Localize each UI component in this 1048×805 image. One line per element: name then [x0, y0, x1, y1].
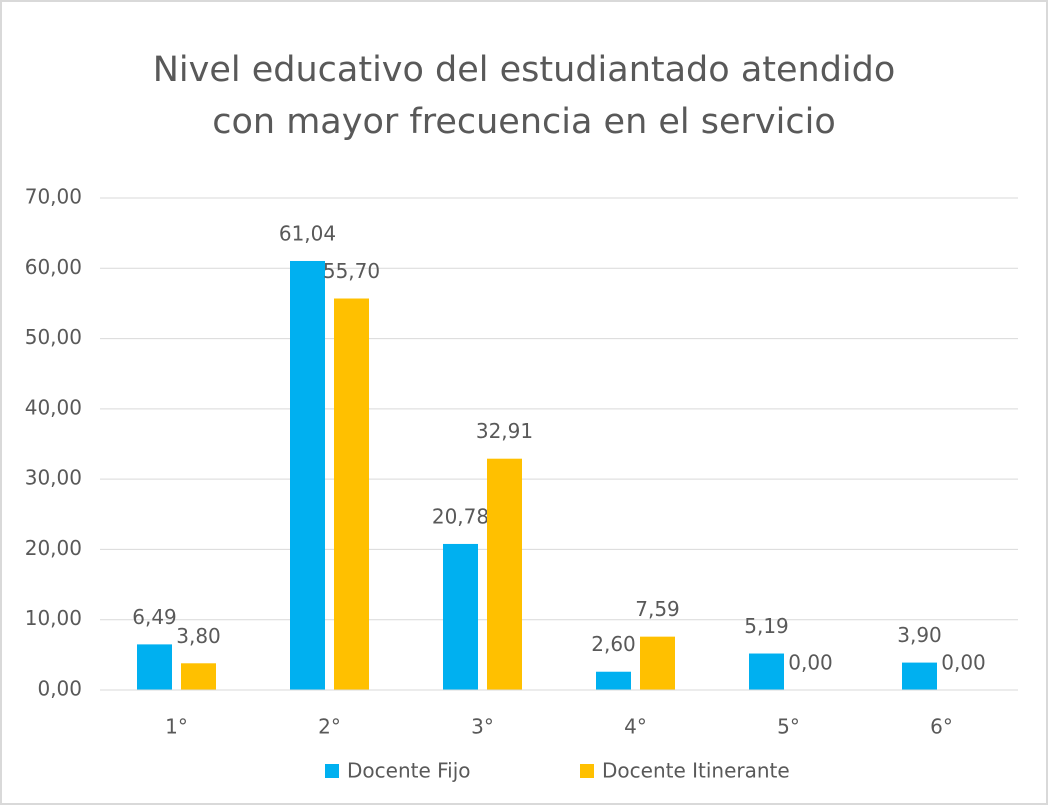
legend-label: Docente Fijo — [347, 759, 471, 783]
legend-swatch — [580, 764, 594, 778]
bar — [334, 298, 369, 690]
bar — [181, 663, 216, 690]
legend-swatch — [325, 764, 339, 778]
bar — [290, 260, 325, 690]
x-tick-label: 2° — [318, 715, 341, 739]
value-label: 61,04 — [279, 221, 336, 245]
value-label: 6,49 — [132, 605, 177, 629]
y-tick-label: 20,00 — [25, 536, 82, 560]
y-tick-label: 50,00 — [25, 325, 82, 349]
value-label: 0,00 — [941, 651, 986, 675]
value-label: 7,59 — [635, 597, 680, 621]
chart-title: Nivel educativo del estudiantado atendid… — [152, 50, 896, 142]
value-label: 5,19 — [744, 614, 789, 638]
value-label: 2,60 — [591, 632, 636, 656]
y-tick-label: 10,00 — [25, 606, 82, 630]
value-label: 32,91 — [476, 419, 533, 443]
x-tick-label: 6° — [930, 715, 953, 739]
value-label: 3,90 — [897, 623, 942, 647]
y-tick-label: 40,00 — [25, 395, 82, 419]
x-tick-label: 4° — [624, 715, 647, 739]
y-tick-label: 70,00 — [25, 185, 82, 209]
y-tick-label: 30,00 — [25, 466, 82, 490]
y-tick-label: 60,00 — [25, 255, 82, 279]
bar — [487, 458, 522, 690]
bar — [640, 636, 675, 690]
bar — [443, 543, 478, 690]
y-tick-label: 0,00 — [37, 677, 82, 701]
legend-label: Docente Itinerante — [602, 759, 790, 783]
value-label: 3,80 — [176, 624, 221, 648]
value-label: 55,70 — [323, 259, 380, 283]
value-label: 0,00 — [788, 651, 833, 675]
x-tick-label: 3° — [471, 715, 494, 739]
bar — [137, 644, 172, 690]
x-tick-label: 1° — [165, 715, 188, 739]
bar — [596, 671, 631, 690]
value-label: 20,78 — [432, 504, 489, 528]
bar — [749, 653, 784, 690]
bar — [902, 662, 937, 690]
x-tick-label: 5° — [777, 715, 800, 739]
